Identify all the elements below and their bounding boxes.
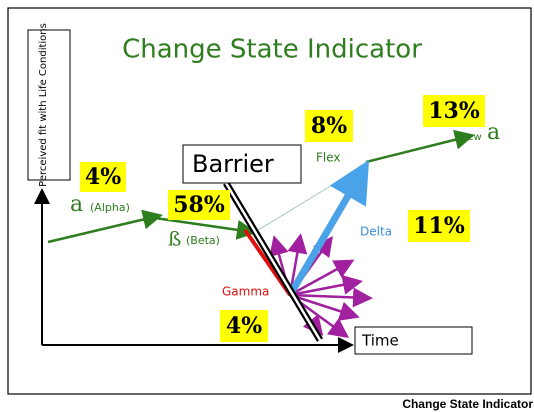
barrier-label: Barrier	[192, 150, 274, 178]
alpha-arrow	[47, 209, 163, 244]
beta-name: (Beta)	[186, 234, 220, 247]
new-alpha-prefix: new	[461, 132, 482, 143]
new-alpha-symbol: a	[487, 120, 500, 145]
beta-arrow	[154, 216, 257, 240]
x-axis-label: Time	[361, 332, 399, 350]
flex-percent: 8%	[311, 113, 347, 139]
gamma-name: Gamma	[222, 285, 269, 299]
time-box	[354, 326, 473, 355]
caption: Change State Indicator	[402, 397, 533, 411]
alpha-percent: 4%	[85, 164, 121, 190]
alpha-symbol: a	[70, 192, 83, 217]
delta-arrow	[286, 159, 370, 297]
delta-percent: 11%	[413, 213, 465, 239]
title: Change State Indicator	[122, 35, 422, 65]
y-label-box	[27, 29, 71, 181]
y-axis-label: Perceived fit with Life Conditions	[38, 23, 49, 187]
gamma-box	[220, 310, 268, 342]
frame	[7, 7, 532, 395]
flex-name: Flex	[316, 151, 341, 165]
beta-percent: 58%	[173, 192, 225, 218]
flex-box	[305, 110, 353, 142]
barrier-box	[182, 144, 302, 184]
alpha-box	[80, 162, 126, 192]
alpha-name: (Alpha)	[90, 201, 130, 214]
delta-name: Delta	[360, 225, 392, 239]
barrier-line	[222, 181, 324, 342]
gamma-percent: 4%	[226, 313, 262, 339]
new-alpha-arrow	[365, 129, 475, 164]
delta-box	[408, 210, 470, 242]
new-alpha-percent: 13%	[428, 98, 480, 124]
beta-symbol: ß	[168, 227, 181, 251]
beta-box	[168, 190, 230, 220]
new-alpha-box	[423, 95, 485, 127]
